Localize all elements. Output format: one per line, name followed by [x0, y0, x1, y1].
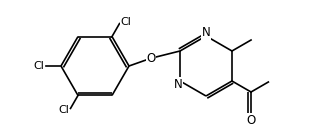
- Text: O: O: [247, 113, 256, 127]
- Text: Cl: Cl: [34, 61, 45, 71]
- Text: Cl: Cl: [58, 105, 69, 115]
- Text: Cl: Cl: [120, 17, 131, 26]
- Text: O: O: [147, 51, 156, 64]
- Text: N: N: [174, 78, 182, 91]
- Text: N: N: [202, 26, 211, 39]
